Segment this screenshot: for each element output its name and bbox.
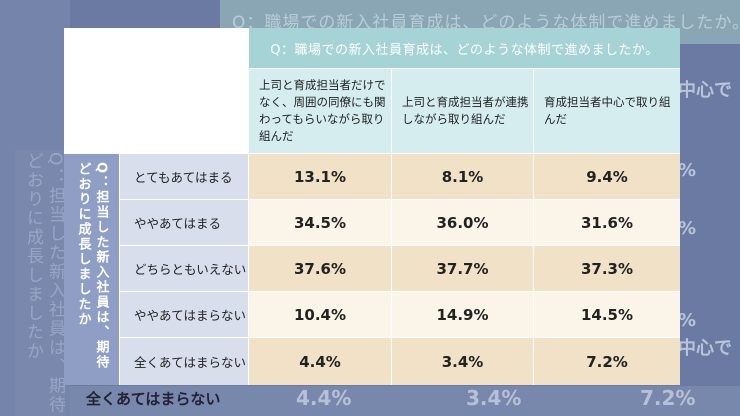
background-bottom-value: 7.2% xyxy=(640,386,696,410)
background-bottom-value: 4.4% xyxy=(296,386,352,410)
table-cell: 34.5% xyxy=(248,200,391,245)
background-fragment: 中心で xyxy=(678,338,732,359)
table-cell: 4.4% xyxy=(248,338,391,385)
row-label: ややあてはまる xyxy=(120,200,248,245)
column-question-header: Q：職場での新入社員育成は、どのような体制で進めましたか。 xyxy=(248,28,680,68)
row-label: どちらともいえない xyxy=(120,246,248,291)
table-cell: 14.5% xyxy=(533,292,680,337)
row-label: とてもあてはまる xyxy=(120,154,248,199)
table-cell: 10.4% xyxy=(248,292,391,337)
table-cell: 9.4% xyxy=(533,154,680,199)
background-fragment: 中心で xyxy=(678,80,732,101)
table-corner xyxy=(64,28,248,153)
table-cell: 13.1% xyxy=(248,154,391,199)
column-header: 上司と育成担当者だけでなく、周囲の同僚にも関わってもらいながら取り組んだ xyxy=(248,69,391,153)
column-header: 育成担当者中心で取り組んだ xyxy=(533,69,680,153)
table-cell: 8.1% xyxy=(391,154,533,199)
table-cell: 14.9% xyxy=(391,292,533,337)
table-cell: 7.2% xyxy=(533,338,680,385)
table-cell: 3.4% xyxy=(391,338,533,385)
background-fragment: % xyxy=(678,160,697,181)
row-question-header: Q：担当した新入社員は、期待どおりに成長しましたか xyxy=(64,154,119,385)
background-fragment: % xyxy=(678,218,697,239)
row-question-text: Q：担当した新入社員は、期待どおりに成長しましたか xyxy=(75,162,109,371)
background-bottom-value: 3.4% xyxy=(466,386,522,410)
table-cell: 31.6% xyxy=(533,200,680,245)
table-cell: 36.0% xyxy=(391,200,533,245)
table-cell: 37.7% xyxy=(391,246,533,291)
table-cell: 37.3% xyxy=(533,246,680,291)
table-cell: 37.6% xyxy=(248,246,391,291)
row-label: ややあてはまらない xyxy=(120,292,248,337)
column-header: 上司と育成担当者が連携しながら取り組んだ xyxy=(391,69,533,153)
background-left-question: Q：担当した新入社員は、期待どおりに成長しましたか xyxy=(23,152,65,415)
survey-table: Q：職場での新入社員育成は、どのような体制で進めましたか。 上司と育成担当者だけ… xyxy=(64,28,680,385)
background-bottom-label: 全くあてはまらない xyxy=(86,390,221,408)
background-left-header xyxy=(15,150,65,416)
row-label: 全くあてはまらない xyxy=(120,338,248,385)
background-bottom-row xyxy=(70,386,740,416)
background-fragment: % xyxy=(678,310,697,331)
